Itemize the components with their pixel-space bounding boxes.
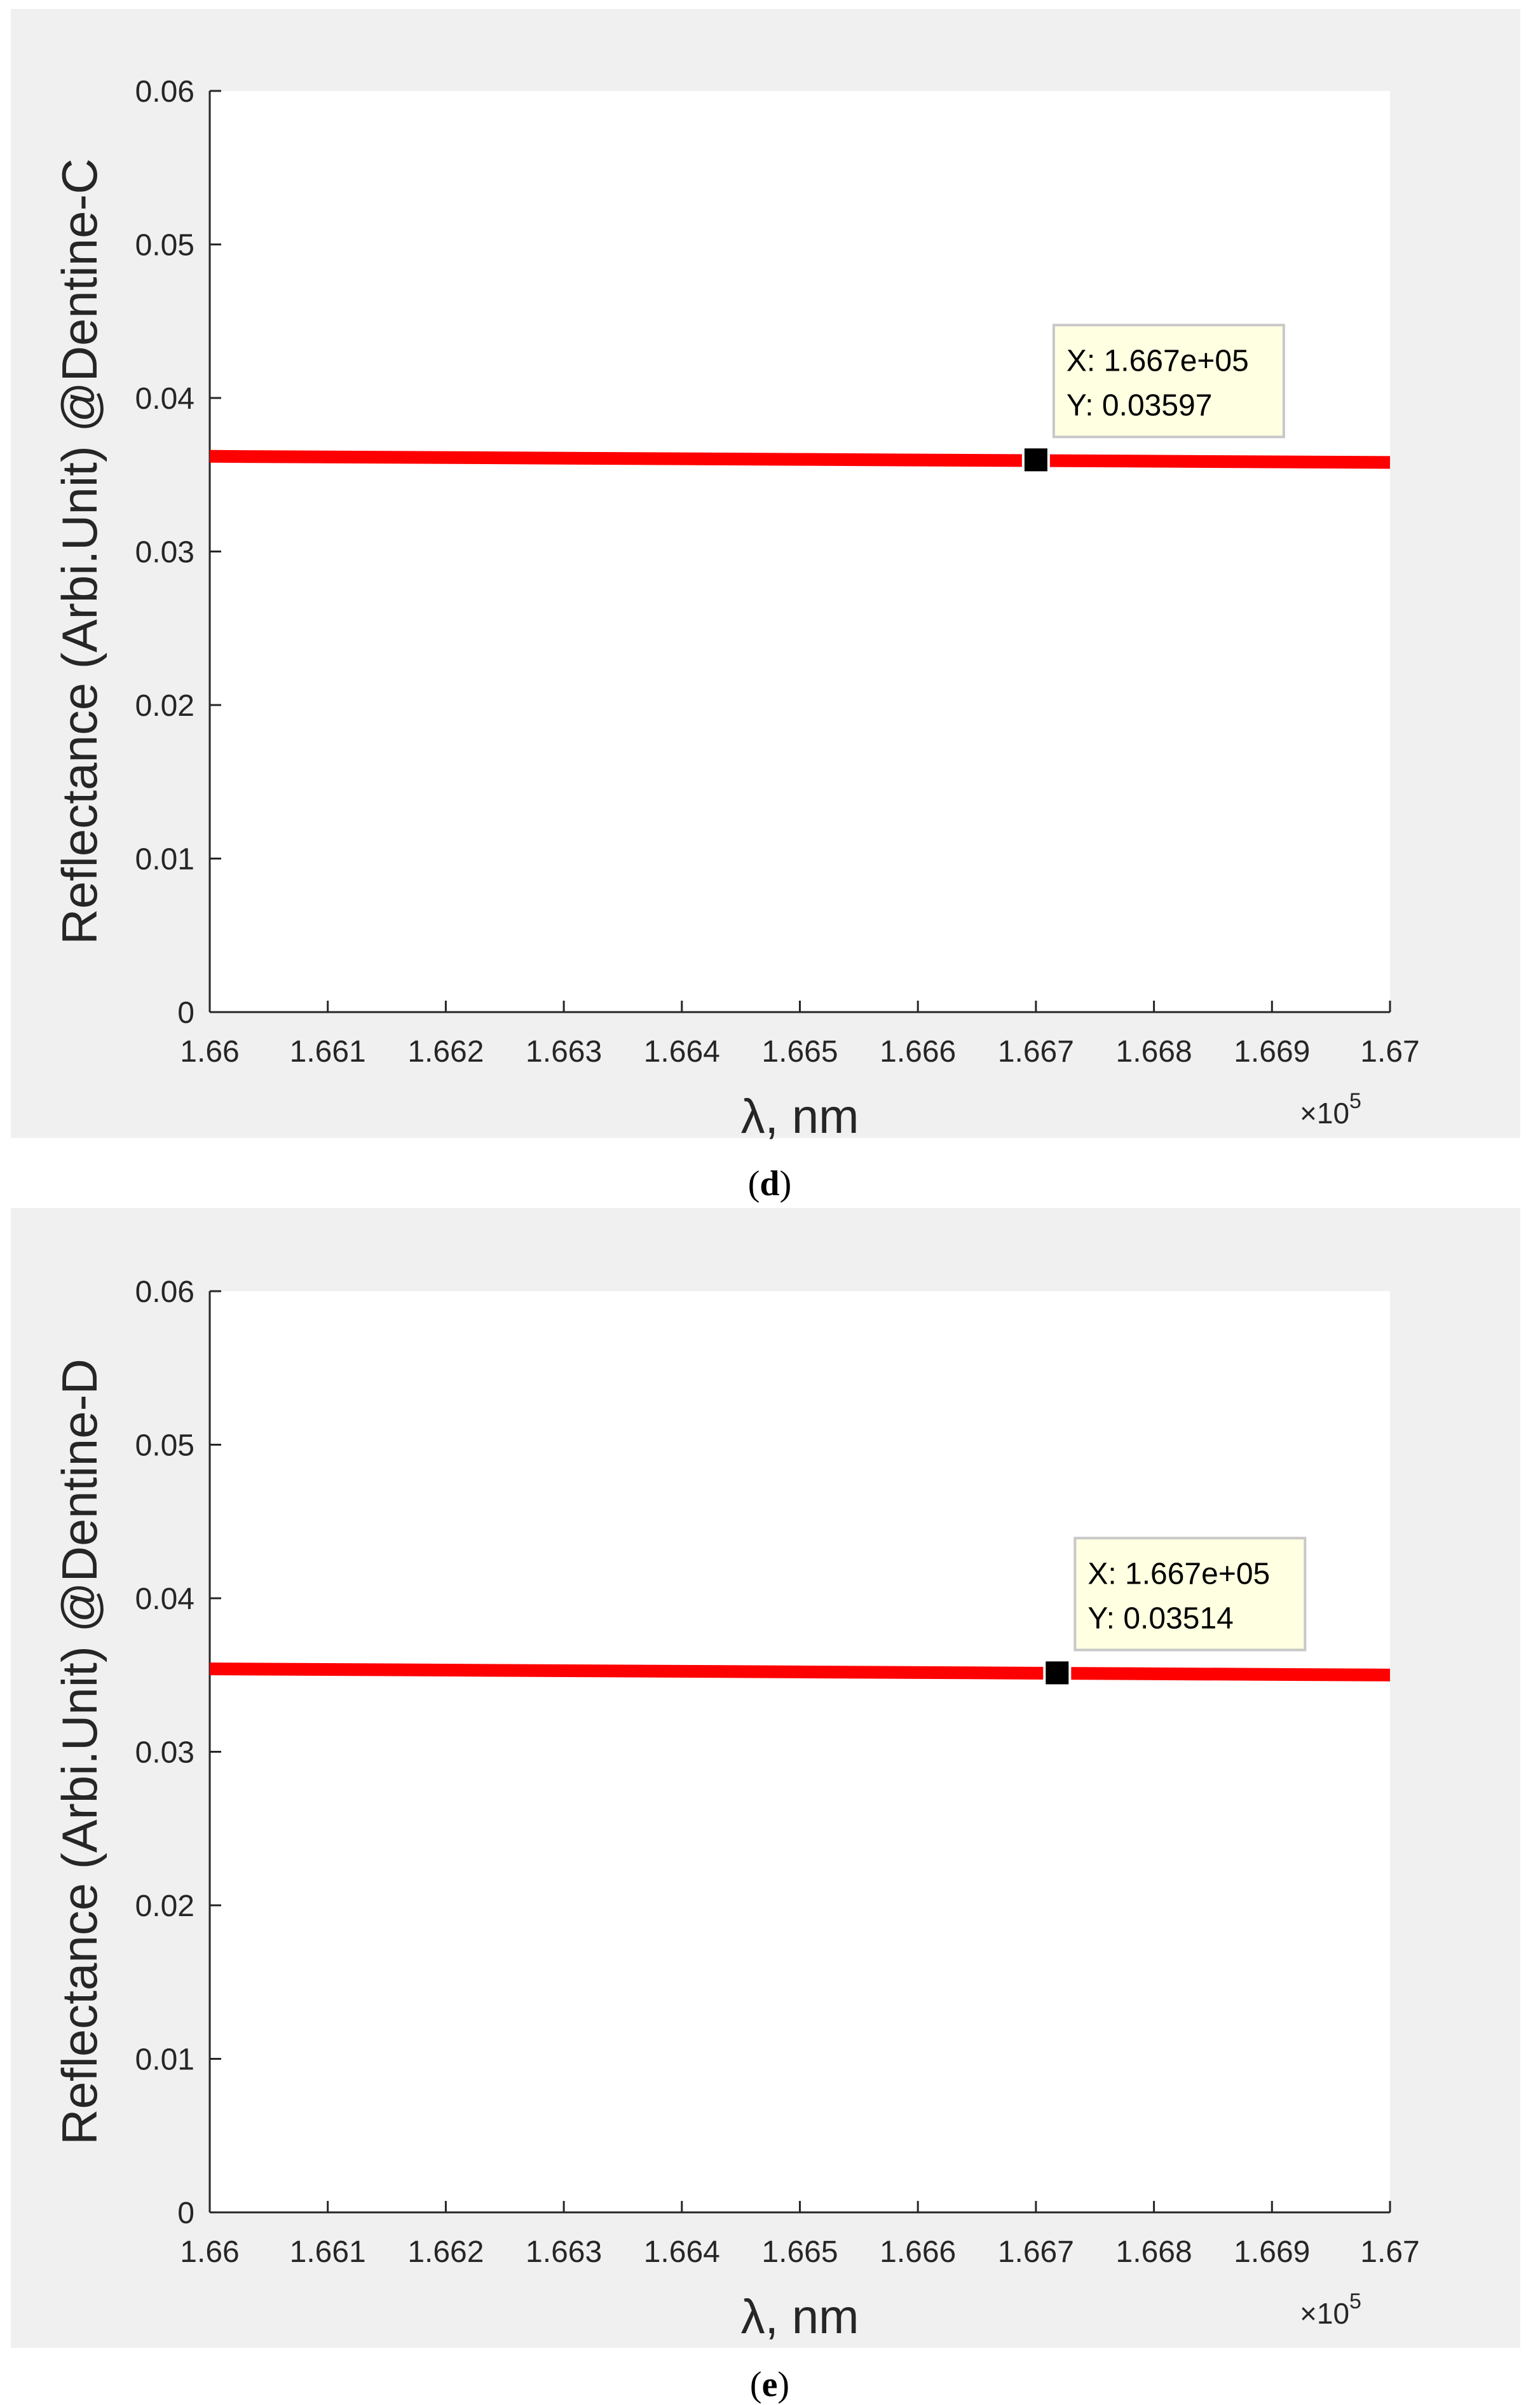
x-tick-label: 1.66 bbox=[180, 1035, 239, 1069]
datatip-y-text: Y: 0.03514 bbox=[1087, 1601, 1234, 1635]
x-exponent-label: ×105 bbox=[1300, 1089, 1361, 1130]
x-tick-label: 1.663 bbox=[526, 1035, 602, 1069]
caption-open-paren: ( bbox=[750, 2365, 762, 2404]
x-tick-label: 1.669 bbox=[1234, 1035, 1310, 1069]
series-line bbox=[209, 1662, 1391, 1682]
x-tick-label: 1.664 bbox=[644, 1035, 720, 1069]
x-tick-label: 1.667 bbox=[998, 1035, 1074, 1069]
caption-letter: d bbox=[760, 1164, 779, 1203]
y-tick-label: 0.03 bbox=[135, 1736, 194, 1770]
x-axis-label: λ, nm bbox=[741, 1090, 859, 1144]
caption-close-paren: ) bbox=[780, 1164, 792, 1203]
datatip-x-text: X: 1.667e+05 bbox=[1087, 1557, 1270, 1591]
x-exponent-power: 5 bbox=[1349, 2289, 1361, 2313]
x-tick-label: 1.66 bbox=[180, 2235, 239, 2269]
series-line bbox=[209, 449, 1391, 469]
x-tick-label: 1.67 bbox=[1360, 2235, 1419, 2269]
x-tick-label: 1.666 bbox=[880, 1035, 956, 1069]
caption-open-paren: ( bbox=[748, 1164, 760, 1203]
y-tick-label: 0 bbox=[177, 996, 194, 1030]
panel-e: 0 0.01 0.02 0.03 0.04 0.05 0.06 1.66 1.661 1.662 1… bbox=[11, 1208, 1520, 2404]
x-exponent-power: 5 bbox=[1349, 1089, 1361, 1113]
x-axis-label: λ, nm bbox=[741, 2290, 859, 2344]
x-tick-label: 1.663 bbox=[526, 2235, 602, 2269]
y-tick-label: 0.01 bbox=[135, 843, 194, 877]
datatip-x-text: X: 1.667e+05 bbox=[1066, 344, 1249, 378]
y-tick-label: 0.02 bbox=[135, 1889, 194, 1923]
x-tick-label: 1.666 bbox=[880, 2235, 956, 2269]
y-tick-label: 0.06 bbox=[135, 1275, 194, 1309]
datatip-box bbox=[1073, 1537, 1307, 1652]
datatip-box bbox=[1052, 324, 1285, 439]
panel-d: 0 0.01 0.02 0.03 0.04 0.05 0.06 1.66 1.661 1.662 1… bbox=[11, 9, 1520, 1203]
x-tick-label: 1.664 bbox=[644, 2235, 720, 2269]
caption-close-paren: ) bbox=[777, 2365, 789, 2404]
x-tick-label: 1.665 bbox=[761, 2235, 838, 2269]
y-axis-label: Reflectance (Arbi.Unit) @Dentine-D bbox=[51, 1359, 107, 2145]
y-tick-label: 0.04 bbox=[135, 382, 194, 416]
x-tick-label: 1.662 bbox=[407, 2235, 484, 2269]
x-tick-label: 1.668 bbox=[1116, 1035, 1192, 1069]
x-tick-label: 1.67 bbox=[1360, 1035, 1419, 1069]
datatip-marker[interactable] bbox=[1021, 446, 1050, 474]
y-tick-label: 0.06 bbox=[135, 75, 194, 109]
y-tick-label: 0.01 bbox=[135, 2043, 194, 2077]
y-axis-label: Reflectance (Arbi.Unit) @Dentine-C bbox=[51, 158, 107, 945]
y-tick-label: 0.02 bbox=[135, 689, 194, 723]
caption-letter: e bbox=[762, 2365, 778, 2404]
x-tick-label: 1.669 bbox=[1234, 2235, 1310, 2269]
panel-caption: (e) bbox=[750, 2365, 789, 2404]
datatip-y-text: Y: 0.03597 bbox=[1066, 388, 1213, 422]
y-tick-label: 0.04 bbox=[135, 1582, 194, 1616]
x-tick-label: 1.661 bbox=[290, 2235, 366, 2269]
y-tick-label: 0 bbox=[177, 2196, 194, 2230]
y-tick-label: 0.05 bbox=[135, 229, 194, 263]
x-exponent-label: ×105 bbox=[1300, 2289, 1361, 2330]
x-tick-label: 1.662 bbox=[407, 1035, 484, 1069]
y-tick-label: 0.03 bbox=[135, 536, 194, 570]
y-tick-label: 0.05 bbox=[135, 1429, 194, 1463]
x-tick-label: 1.661 bbox=[290, 1035, 366, 1069]
x-exponent-base: ×10 bbox=[1300, 2297, 1349, 2330]
datatip-marker[interactable] bbox=[1043, 1659, 1072, 1687]
x-tick-label: 1.667 bbox=[998, 2235, 1074, 2269]
plot-area bbox=[210, 1291, 1390, 2212]
plot-area bbox=[210, 91, 1390, 1012]
x-exponent-base: ×10 bbox=[1300, 1097, 1349, 1130]
panel-caption: (d) bbox=[748, 1164, 791, 1203]
x-tick-label: 1.665 bbox=[761, 1035, 838, 1069]
x-tick-label: 1.668 bbox=[1116, 2235, 1192, 2269]
